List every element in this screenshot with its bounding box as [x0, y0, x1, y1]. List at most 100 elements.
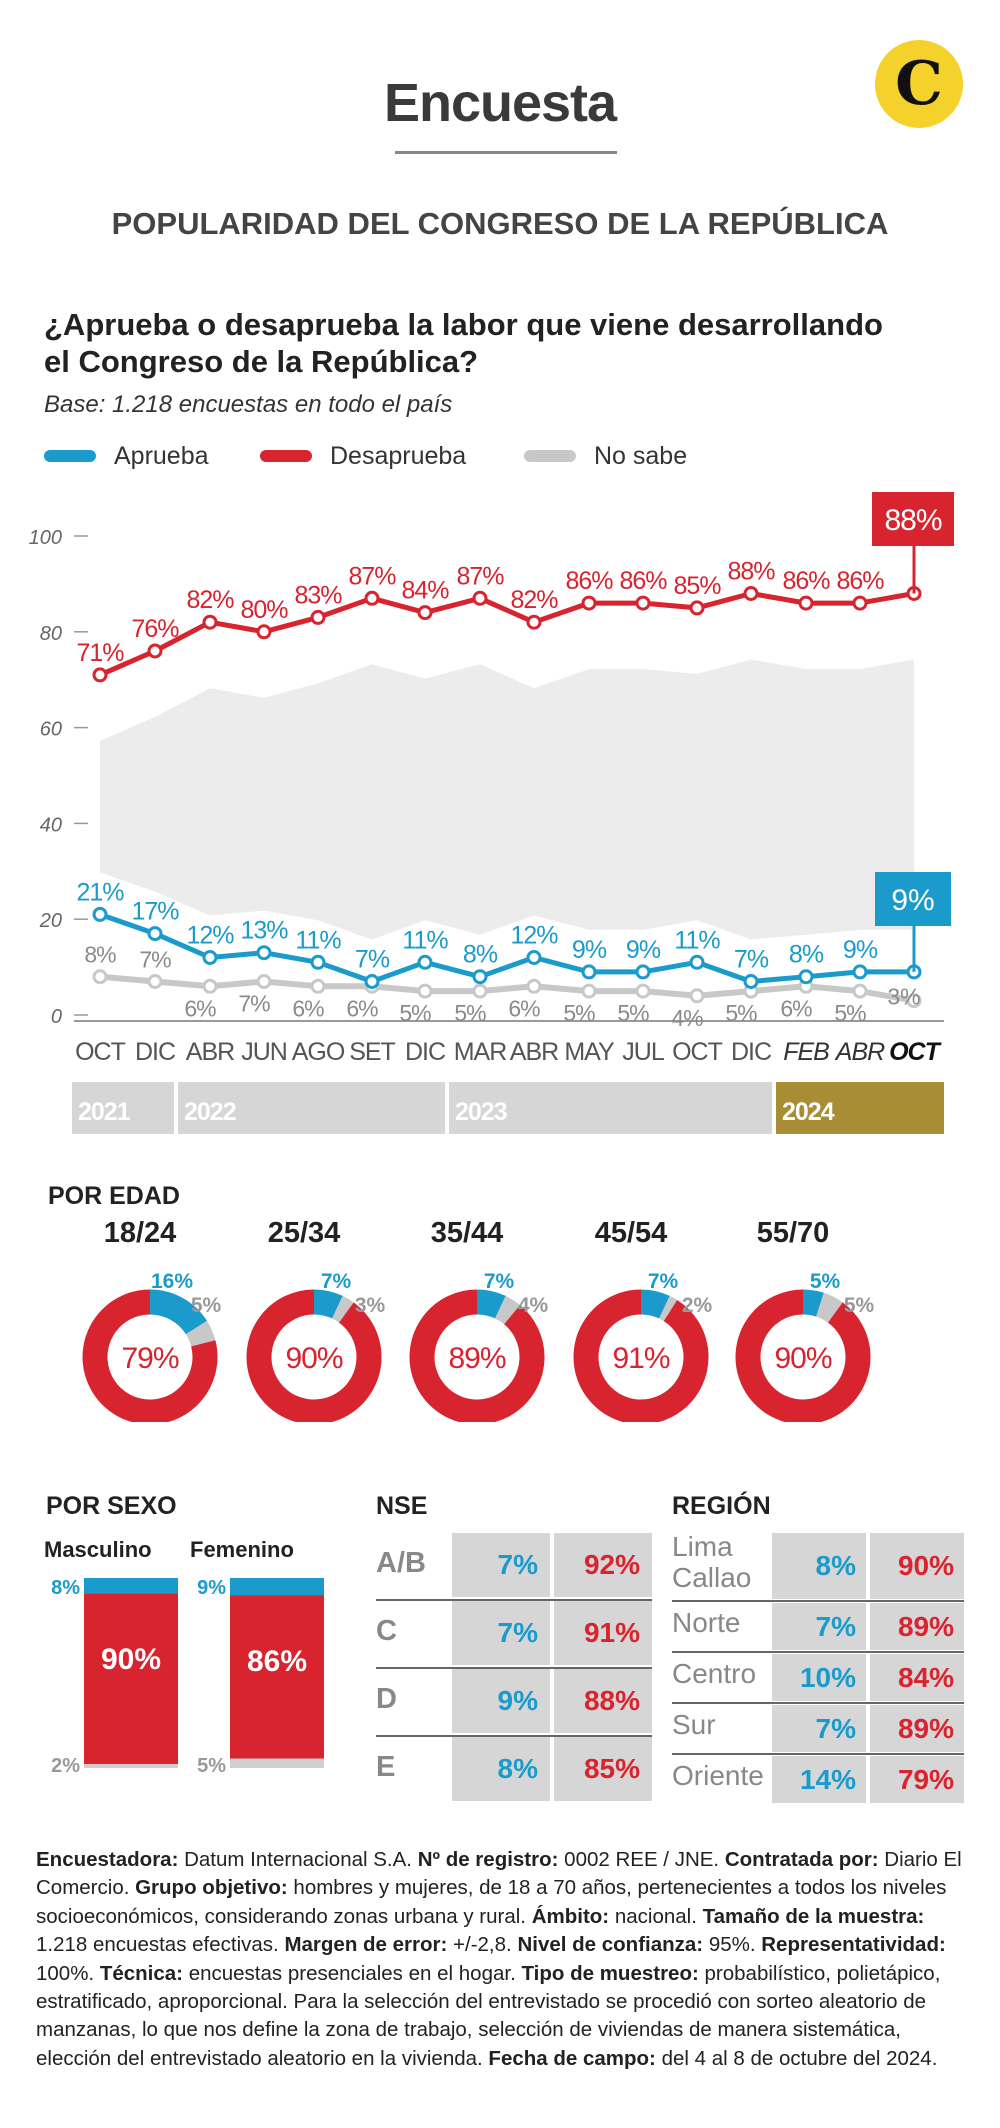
point-desaprueba	[256, 624, 272, 640]
x-tick-label: OCT	[889, 1038, 943, 1066]
data-label-no-sabe: 5%	[454, 1000, 486, 1026]
data-label-desaprueba: 88%	[727, 557, 775, 585]
point-no-sabe	[581, 983, 597, 999]
age-group-label: 55/70	[757, 1217, 830, 1249]
footnote-value: nacional.	[609, 1904, 703, 1928]
footnote-value: Diario El Comercio.	[36, 1848, 962, 1900]
point-aprueba	[364, 974, 380, 989]
data-label-aprueba: 7%	[734, 945, 769, 973]
point-desaprueba	[364, 590, 380, 606]
point-desaprueba	[635, 595, 651, 611]
nse-row-label: E	[376, 1751, 396, 1783]
y-tick-label: 20	[39, 910, 62, 932]
callout-label-desaprueba: 88%	[884, 504, 941, 537]
point-no-sabe	[852, 983, 868, 999]
data-label-aprueba: 13%	[240, 917, 288, 945]
legend-swatch-desaprueba	[260, 450, 312, 462]
data-label-no-sabe: 5%	[563, 1000, 595, 1026]
footnote-key: Contratada por:	[724, 1848, 879, 1871]
methodology-footnote: Encuestadora: Datum Internacional S.A. N…	[36, 1846, 966, 2073]
legend-aprueba: Aprueba	[44, 438, 209, 474]
point-no-sabe	[472, 983, 488, 999]
footnote-key: Tipo de muestreo:	[521, 1961, 699, 1985]
donut-label-aprueba: 5%	[810, 1270, 841, 1293]
point-no-sabe	[92, 969, 108, 985]
nse-cell-aprueba: 7%	[452, 1601, 550, 1665]
data-label-aprueba: 9%	[572, 936, 607, 964]
donut-slice-aprueba	[476, 1289, 506, 1319]
footnote-key: Técnica:	[99, 1961, 183, 1985]
footnote-value: hombres y mujeres, de 18 a 70 años, pert…	[36, 1876, 947, 1928]
data-label-aprueba: 7%	[355, 945, 390, 973]
year-band	[776, 1082, 944, 1134]
bar-label-desaprueba: 86%	[247, 1645, 307, 1678]
data-label-desaprueba: 87%	[456, 562, 504, 590]
y-tick-label: 60	[40, 719, 62, 741]
x-tick-label: MAY	[564, 1038, 615, 1066]
section-title-nse: NSE	[376, 1492, 428, 1520]
region-label-line: Lima	[672, 1531, 733, 1562]
nse-row-label: C	[376, 1615, 397, 1647]
donut-center-label: 91%	[612, 1342, 669, 1375]
data-label-desaprueba: 86%	[836, 567, 884, 595]
donut-slice-desaprueba	[82, 1289, 218, 1422]
data-label-desaprueba: 82%	[186, 586, 234, 614]
footnote-key: Nivel de confianza:	[517, 1933, 704, 1957]
nse-cell-desaprueba: 85%	[554, 1737, 652, 1801]
footnote-key: Representatividad:	[761, 1933, 946, 1957]
y-tick-label: 40	[40, 814, 62, 836]
year-label: 2023	[455, 1098, 507, 1126]
series-line-aprueba	[99, 912, 914, 984]
data-label-no-sabe: 6%	[508, 995, 540, 1021]
data-label-desaprueba: 80%	[240, 596, 288, 624]
point-no-sabe	[147, 974, 163, 989]
data-label-desaprueba: 85%	[673, 572, 721, 600]
bar-label-no-sabe: 2%	[51, 1755, 80, 1777]
data-label-desaprueba: 84%	[401, 577, 449, 605]
footnote-value: del 4 al 8 de octubre del 2024.	[655, 2046, 938, 2070]
region-cell-aprueba: 7%	[772, 1603, 866, 1650]
point-desaprueba	[202, 614, 218, 630]
series-line-desaprueba	[99, 591, 915, 678]
bar-segment-aprueba	[230, 1578, 324, 1596]
nse-cell-desaprueba: 92%	[554, 1533, 652, 1597]
data-label-no-sabe: 3%	[887, 984, 920, 1010]
point-desaprueba	[472, 590, 488, 606]
sex-bars: Masculino 8% 90% 2% Femenino 9% 86% 5%	[44, 1537, 324, 1777]
x-tick-label: MAR	[454, 1038, 507, 1066]
donut-slice-desaprueba	[246, 1289, 382, 1422]
data-label-aprueba: 17%	[131, 898, 179, 926]
data-label-aprueba: 11%	[674, 926, 720, 954]
data-label-no-sabe: 4%	[671, 1005, 703, 1031]
data-label-desaprueba: 86%	[782, 567, 830, 595]
donut-slice-desaprueba	[573, 1289, 709, 1422]
nse-cell-desaprueba: 88%	[554, 1669, 652, 1733]
point-aprueba	[581, 964, 597, 980]
point-desaprueba	[417, 605, 433, 621]
bar-segment-desaprueba	[84, 1593, 178, 1765]
region-row-label: Sur	[672, 1709, 716, 1740]
data-label-no-sabe: 5%	[617, 1000, 649, 1026]
region-row-label: Norte	[672, 1607, 740, 1638]
donut-label-aprueba: 7%	[484, 1270, 515, 1293]
bar-segment-aprueba	[84, 1578, 178, 1594]
region-cell-desaprueba: 89%	[870, 1705, 964, 1752]
data-label-no-sabe: 7%	[139, 946, 171, 972]
point-aprueba	[798, 969, 814, 985]
bar-segment-no-sabe	[230, 1758, 324, 1768]
data-label-no-sabe: 6%	[292, 995, 324, 1021]
donut-label-no-sabe: 2%	[682, 1294, 713, 1317]
region-row-divider	[672, 1753, 964, 1755]
point-no-sabe	[689, 988, 705, 1004]
data-label-no-sabe: 5%	[725, 1000, 757, 1026]
section-title-region: REGIÓN	[672, 1492, 771, 1520]
data-label-desaprueba: 87%	[348, 562, 396, 590]
age-group-label: 35/44	[431, 1217, 504, 1249]
point-aprueba	[417, 954, 433, 970]
data-label-no-sabe: 5%	[399, 1000, 431, 1026]
question-line-1: ¿Aprueba o desaprueba la labor que viene…	[44, 307, 883, 342]
data-label-aprueba: 21%	[76, 878, 124, 906]
point-no-sabe	[906, 993, 922, 1009]
x-tick-label: SET	[349, 1038, 395, 1066]
donut-label-no-sabe: 5%	[191, 1294, 222, 1317]
